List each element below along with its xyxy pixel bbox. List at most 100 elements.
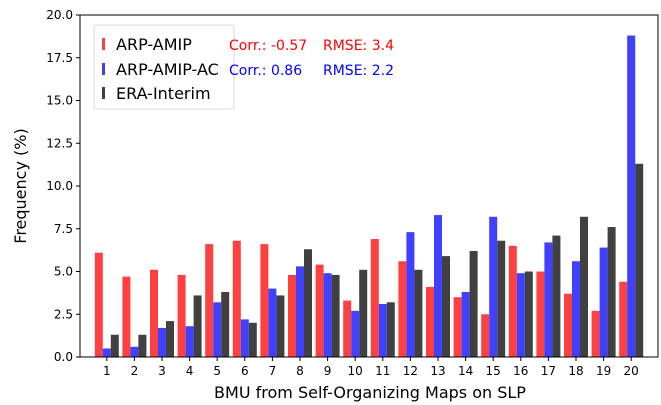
y-tick-label: 17.5 [46,51,73,65]
x-tick-label: 2 [131,364,139,378]
stat-rmse-arp-amip: RMSE: 3.4 [323,38,394,54]
bar-arp-amip-ac-3 [158,327,166,357]
bar-arp-amip-20 [619,281,628,357]
bar-arp-amip-15 [481,314,490,357]
x-axis-label: BMU from Self-Organizing Maps on SLP [214,383,526,402]
x-tick-label: 16 [513,364,528,378]
y-tick-label: 7.5 [54,222,73,236]
stat-corr-arp-amip-ac: Corr.: 0.86 [229,63,302,79]
x-tick-label: 9 [324,364,332,378]
bar-arp-amip-3 [150,269,158,357]
y-tick-label: 20.0 [46,8,73,22]
bar-arp-amip-16 [508,245,517,357]
bar-arp-amip-5 [205,244,214,357]
y-axis-label: Frequency (%) [11,128,30,243]
bar-era-interim-9 [331,274,340,357]
y-tick-label: 15.0 [46,94,73,108]
bar-era-interim-1 [110,334,119,357]
x-tick-label: 5 [213,364,221,378]
bar-arp-amip-4 [177,274,186,357]
bar-era-interim-12 [414,269,423,357]
bar-era-interim-2 [138,334,147,357]
bar-era-interim-10 [359,269,368,357]
bar-arp-amip-6 [232,240,241,357]
y-tick-label: 5.0 [54,265,73,279]
bar-era-interim-4 [193,295,202,357]
bar-arp-amip-12 [398,261,407,357]
bar-arp-amip-ac-4 [185,326,194,357]
bar-arp-amip-ac-7 [268,288,277,357]
bar-arp-amip-8 [288,274,296,357]
x-tick-label: 20 [624,364,639,378]
bar-arp-amip-ac-5 [213,302,222,357]
legend-box [93,24,235,110]
x-tick-label: 14 [458,364,473,378]
x-tick-label: 19 [596,364,611,378]
bar-arp-amip-ac-14 [461,292,470,357]
bar-arp-amip-14 [453,297,462,357]
bar-arp-amip-18 [564,293,572,357]
x-tick-label: 12 [403,364,418,378]
x-tick-label: 10 [348,364,363,378]
bar-arp-amip-11 [370,239,379,357]
bar-era-interim-14 [469,250,478,357]
x-tick-label: 15 [486,364,501,378]
bar-arp-amip-ac-12 [406,232,415,357]
bar-era-interim-8 [304,249,312,357]
bar-arp-amip-2 [122,276,131,357]
x-tick-label: 4 [186,364,194,378]
bar-arp-amip-9 [315,264,324,357]
bars-group [94,35,644,358]
stat-rmse-arp-amip-ac: RMSE: 2.2 [323,63,394,79]
bar-arp-amip-ac-9 [323,273,332,357]
bar-arp-amip-10 [343,300,352,357]
x-tick-label: 3 [158,364,166,378]
legend-label-arp-amip: ARP-AMIP [116,35,192,54]
bar-arp-amip-ac-2 [130,346,139,357]
bar-arp-amip-ac-13 [434,215,442,357]
bar-arp-amip-ac-19 [599,247,608,357]
bar-era-interim-18 [580,216,588,357]
bar-arp-amip-13 [426,286,434,357]
stat-corr-arp-amip: Corr.: -0.57 [229,38,307,54]
bar-era-interim-16 [524,271,533,357]
bar-arp-amip-ac-16 [516,273,525,357]
legend: ARP-AMIP ARP-AMIP-AC ERA-Interim [93,24,235,110]
legend-label-era-interim: ERA-Interim [116,84,211,103]
bar-arp-amip-17 [536,271,545,357]
legend-label-arp-amip-ac: ARP-AMIP-AC [116,60,219,79]
bar-era-interim-17 [552,235,561,357]
legend-swatch-era-interim [102,87,105,99]
bar-arp-amip-7 [260,244,269,357]
bar-era-interim-20 [635,163,644,357]
bar-era-interim-11 [386,302,395,357]
plot-frame [79,14,659,358]
bar-arp-amip-ac-17 [544,242,553,357]
y-tick-label: 10.0 [46,179,73,193]
bar-arp-amip-1 [94,252,103,357]
bar-arp-amip-ac-15 [489,216,498,357]
y-tick-label: 12.5 [46,136,73,150]
x-axis: 1 2 3 4 5 6 7 8 9 10 11 12 13 14 15 16 17 18 19 20 [103,357,639,378]
bar-era-interim-3 [166,321,174,357]
y-axis: 0.0 2.5 5.0 7.5 10.0 12.5 15.0 17.5 20.0 [46,8,80,364]
bar-arp-amip-ac-8 [296,266,304,357]
x-tick-label: 17 [541,364,556,378]
bar-arp-amip-ac-18 [572,261,580,357]
legend-swatch-arp-amip [102,38,105,50]
y-tick-label: 2.5 [54,307,73,321]
bar-era-interim-5 [221,292,230,357]
bar-era-interim-7 [276,295,285,357]
bar-era-interim-6 [248,322,257,357]
bar-arp-amip-19 [591,310,600,357]
legend-swatch-arp-amip-ac [102,63,105,75]
x-tick-label: 7 [269,364,277,378]
bar-era-interim-15 [497,240,506,357]
bar-era-interim-19 [607,227,616,357]
x-tick-label: 13 [430,364,445,378]
y-tick-label: 0.0 [54,350,73,364]
bar-arp-amip-ac-1 [102,348,111,357]
bar-arp-amip-ac-11 [378,303,387,357]
bar-arp-amip-ac-20 [627,35,636,358]
